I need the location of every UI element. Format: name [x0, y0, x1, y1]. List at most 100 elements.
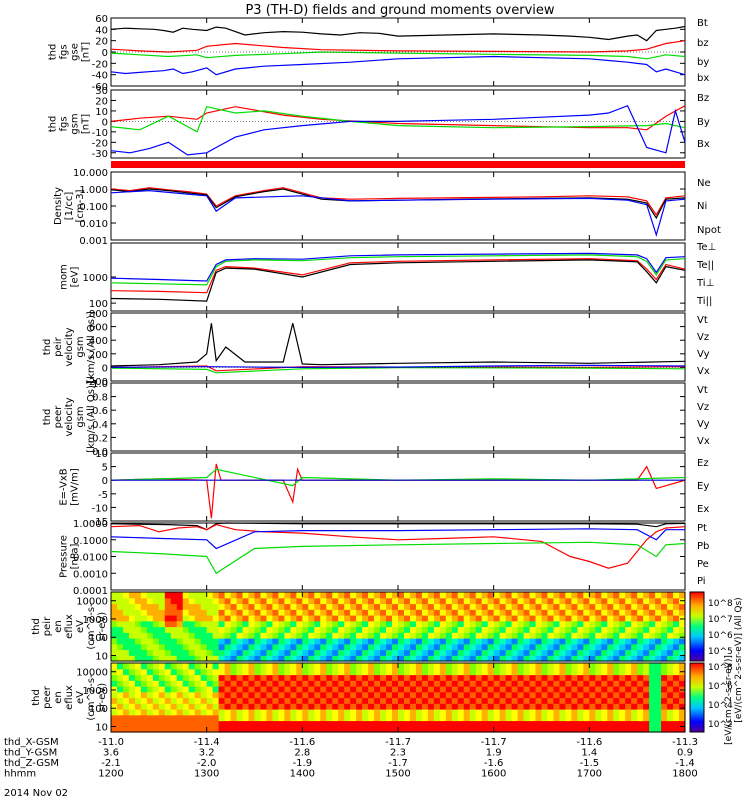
- quality-flag-band: [111, 161, 685, 168]
- y-tick-label: 0.2: [92, 433, 108, 444]
- panel-peer_spec: 10000 1000 100 10 thdpeerenefluxeV(cm^2-s-sr…: [31, 662, 686, 734]
- x-row-value: -1.5: [580, 758, 600, 769]
- y-tick-label: 0.1000: [73, 536, 108, 547]
- panel-temperature: 1000 100 mom[eV] Te⊥ Te|| Ti⊥ Ti||: [59, 242, 716, 312]
- colorbar-tick: 10^7: [708, 615, 733, 625]
- colorbar-electron: [689, 662, 705, 733]
- legend-Vt: Vt: [697, 385, 708, 396]
- legend-By: By: [697, 117, 710, 128]
- legend-Npot: Npot: [697, 225, 721, 236]
- series-Ez: [111, 463, 685, 519]
- y-tick-label: 0.8: [92, 393, 108, 404]
- legend-Ne: Ne: [697, 178, 711, 189]
- x-row-value: -11.6: [289, 737, 315, 748]
- y-axis-label: thdpeervelocitygsm[km/s (All Qs)]: [42, 381, 97, 453]
- x-row-value: 1800: [672, 769, 697, 780]
- y-tick-label: 10: [95, 723, 108, 734]
- x-row-value: -1.6: [484, 758, 504, 769]
- y-tick-label: -10: [92, 503, 108, 514]
- y-tick-label: -20: [92, 138, 108, 149]
- series-Te||: [111, 259, 685, 302]
- y-axis-label: mom[eV]: [59, 264, 81, 290]
- y-tick-label: 1.0000: [73, 519, 108, 530]
- spectrogram-peir_spec: [111, 592, 685, 662]
- y-tick-label: 0.001: [79, 236, 108, 247]
- legend-Bz: Bz: [697, 93, 709, 104]
- y-axis-label: thdpeerenefluxeV(cm^2-s-sr-eV): [31, 674, 108, 721]
- series-Vz: [111, 365, 685, 372]
- colorbar-ion: [689, 591, 705, 662]
- legend-Ex: Ex: [697, 504, 709, 515]
- x-row-value: 3.6: [103, 748, 119, 759]
- panel-density: 10.000 1.000 0.100 0.010 0.001 Density[1/cc][…: [53, 168, 721, 247]
- series-Vy: [111, 367, 685, 374]
- y-tick-label: 30: [95, 86, 108, 97]
- y-tick-label: 0: [102, 476, 108, 487]
- series-Ey: [111, 468, 685, 487]
- y-tick-label: 800: [89, 309, 108, 320]
- colorbar-tick: 10^8: [708, 599, 733, 609]
- series-Te⊥: [111, 258, 685, 294]
- legend-bz: bz: [697, 38, 709, 49]
- y-tick-label: 10: [95, 652, 108, 663]
- y-axis-label: Density[1/cc][cm-3]: [53, 187, 86, 225]
- y-tick-label: -60: [92, 82, 108, 93]
- panel-efield: 10 5 0 -5 -10 -15 E=-VxB[mV/m] Ez Ey Ex: [59, 449, 710, 528]
- legend-Vy: Vy: [697, 349, 710, 360]
- series-Pi: [111, 528, 685, 550]
- series-Vx: [111, 364, 685, 369]
- series-bz: [111, 40, 685, 53]
- y-tick-label: 400: [89, 336, 108, 347]
- x-row-value: 1300: [194, 769, 219, 780]
- legend-Vx: Vx: [697, 436, 710, 447]
- colorbar-tick: 10^5: [708, 647, 733, 657]
- colorbar-label: [eV/(cm^2-s-sr-eV)] (All Qs): [734, 597, 744, 722]
- x-row-value: -1.9: [293, 758, 313, 769]
- y-tick-label: 0.0010: [73, 569, 108, 580]
- figure-title: P3 (TH-D) fields and ground moments over…: [245, 3, 554, 18]
- legend-Vt: Vt: [697, 315, 708, 326]
- y-tick-label: 10.000: [73, 168, 108, 179]
- series-Ti⊥: [111, 252, 685, 282]
- y-tick-label: -15: [92, 517, 108, 528]
- y-tick-label: 0.4: [92, 420, 108, 431]
- y-axis-label: thdfgsgsm[nT]: [48, 113, 92, 134]
- legend-Ti⊥: Ti⊥: [696, 278, 714, 289]
- y-tick-label: 600: [89, 323, 108, 334]
- y-axis-label: thdfgsgse[nT]: [48, 42, 92, 62]
- x-row-value: 3.2: [199, 748, 215, 759]
- x-row-value: 1700: [577, 769, 602, 780]
- series-Ne: [111, 187, 685, 217]
- y-tick-label: 100: [89, 299, 108, 310]
- colorbar: 10^8 10^7 10^6 10^5 10^8 10^6 10^4 10^2[eV/(cm^…: [689, 591, 744, 745]
- y-tick-label: 0.0: [92, 447, 108, 458]
- y-axis-label: thdpeirenefluxeV(cm^2-s-sr-eV): [31, 603, 108, 650]
- legend-Vx: Vx: [697, 366, 710, 377]
- series-Pe: [111, 541, 685, 575]
- legend-Pi: Pi: [697, 576, 706, 587]
- date-label: 2014 Nov 02: [4, 788, 68, 799]
- y-tick-label: 40: [95, 25, 108, 36]
- y-tick-label: 1000: [83, 615, 108, 626]
- legend-Vz: Vz: [697, 402, 709, 413]
- colorbar-tick: 10^2: [708, 720, 733, 730]
- y-tick-label: -200: [85, 377, 108, 388]
- y-tick-label: 0.6: [92, 406, 108, 417]
- panel-peir_spec: 10000 1000 100 10 thdpeirenefluxeV(cm^2-s-sr…: [31, 591, 686, 663]
- y-tick-label: 1.0: [92, 379, 108, 390]
- legend-Pb: Pb: [697, 541, 709, 552]
- y-tick-label: 200: [89, 350, 108, 361]
- colorbar-tick: 10^4: [708, 701, 733, 711]
- y-tick-label: -5: [98, 490, 108, 501]
- series-Bx: [111, 104, 685, 156]
- y-tick-label: 1.000: [79, 185, 108, 196]
- y-tick-label: 100: [89, 633, 108, 644]
- legend-Bt: Bt: [697, 18, 708, 29]
- y-tick-label: -20: [92, 59, 108, 70]
- x-row-value: 1200: [98, 769, 123, 780]
- y-tick-label: 10000: [76, 668, 108, 679]
- series-Pb: [111, 523, 685, 569]
- panel-pressure: 1.0000 0.1000 0.0100 0.0010 0.0001 Pressure[n…: [59, 519, 710, 597]
- y-tick-label: 20: [95, 37, 108, 48]
